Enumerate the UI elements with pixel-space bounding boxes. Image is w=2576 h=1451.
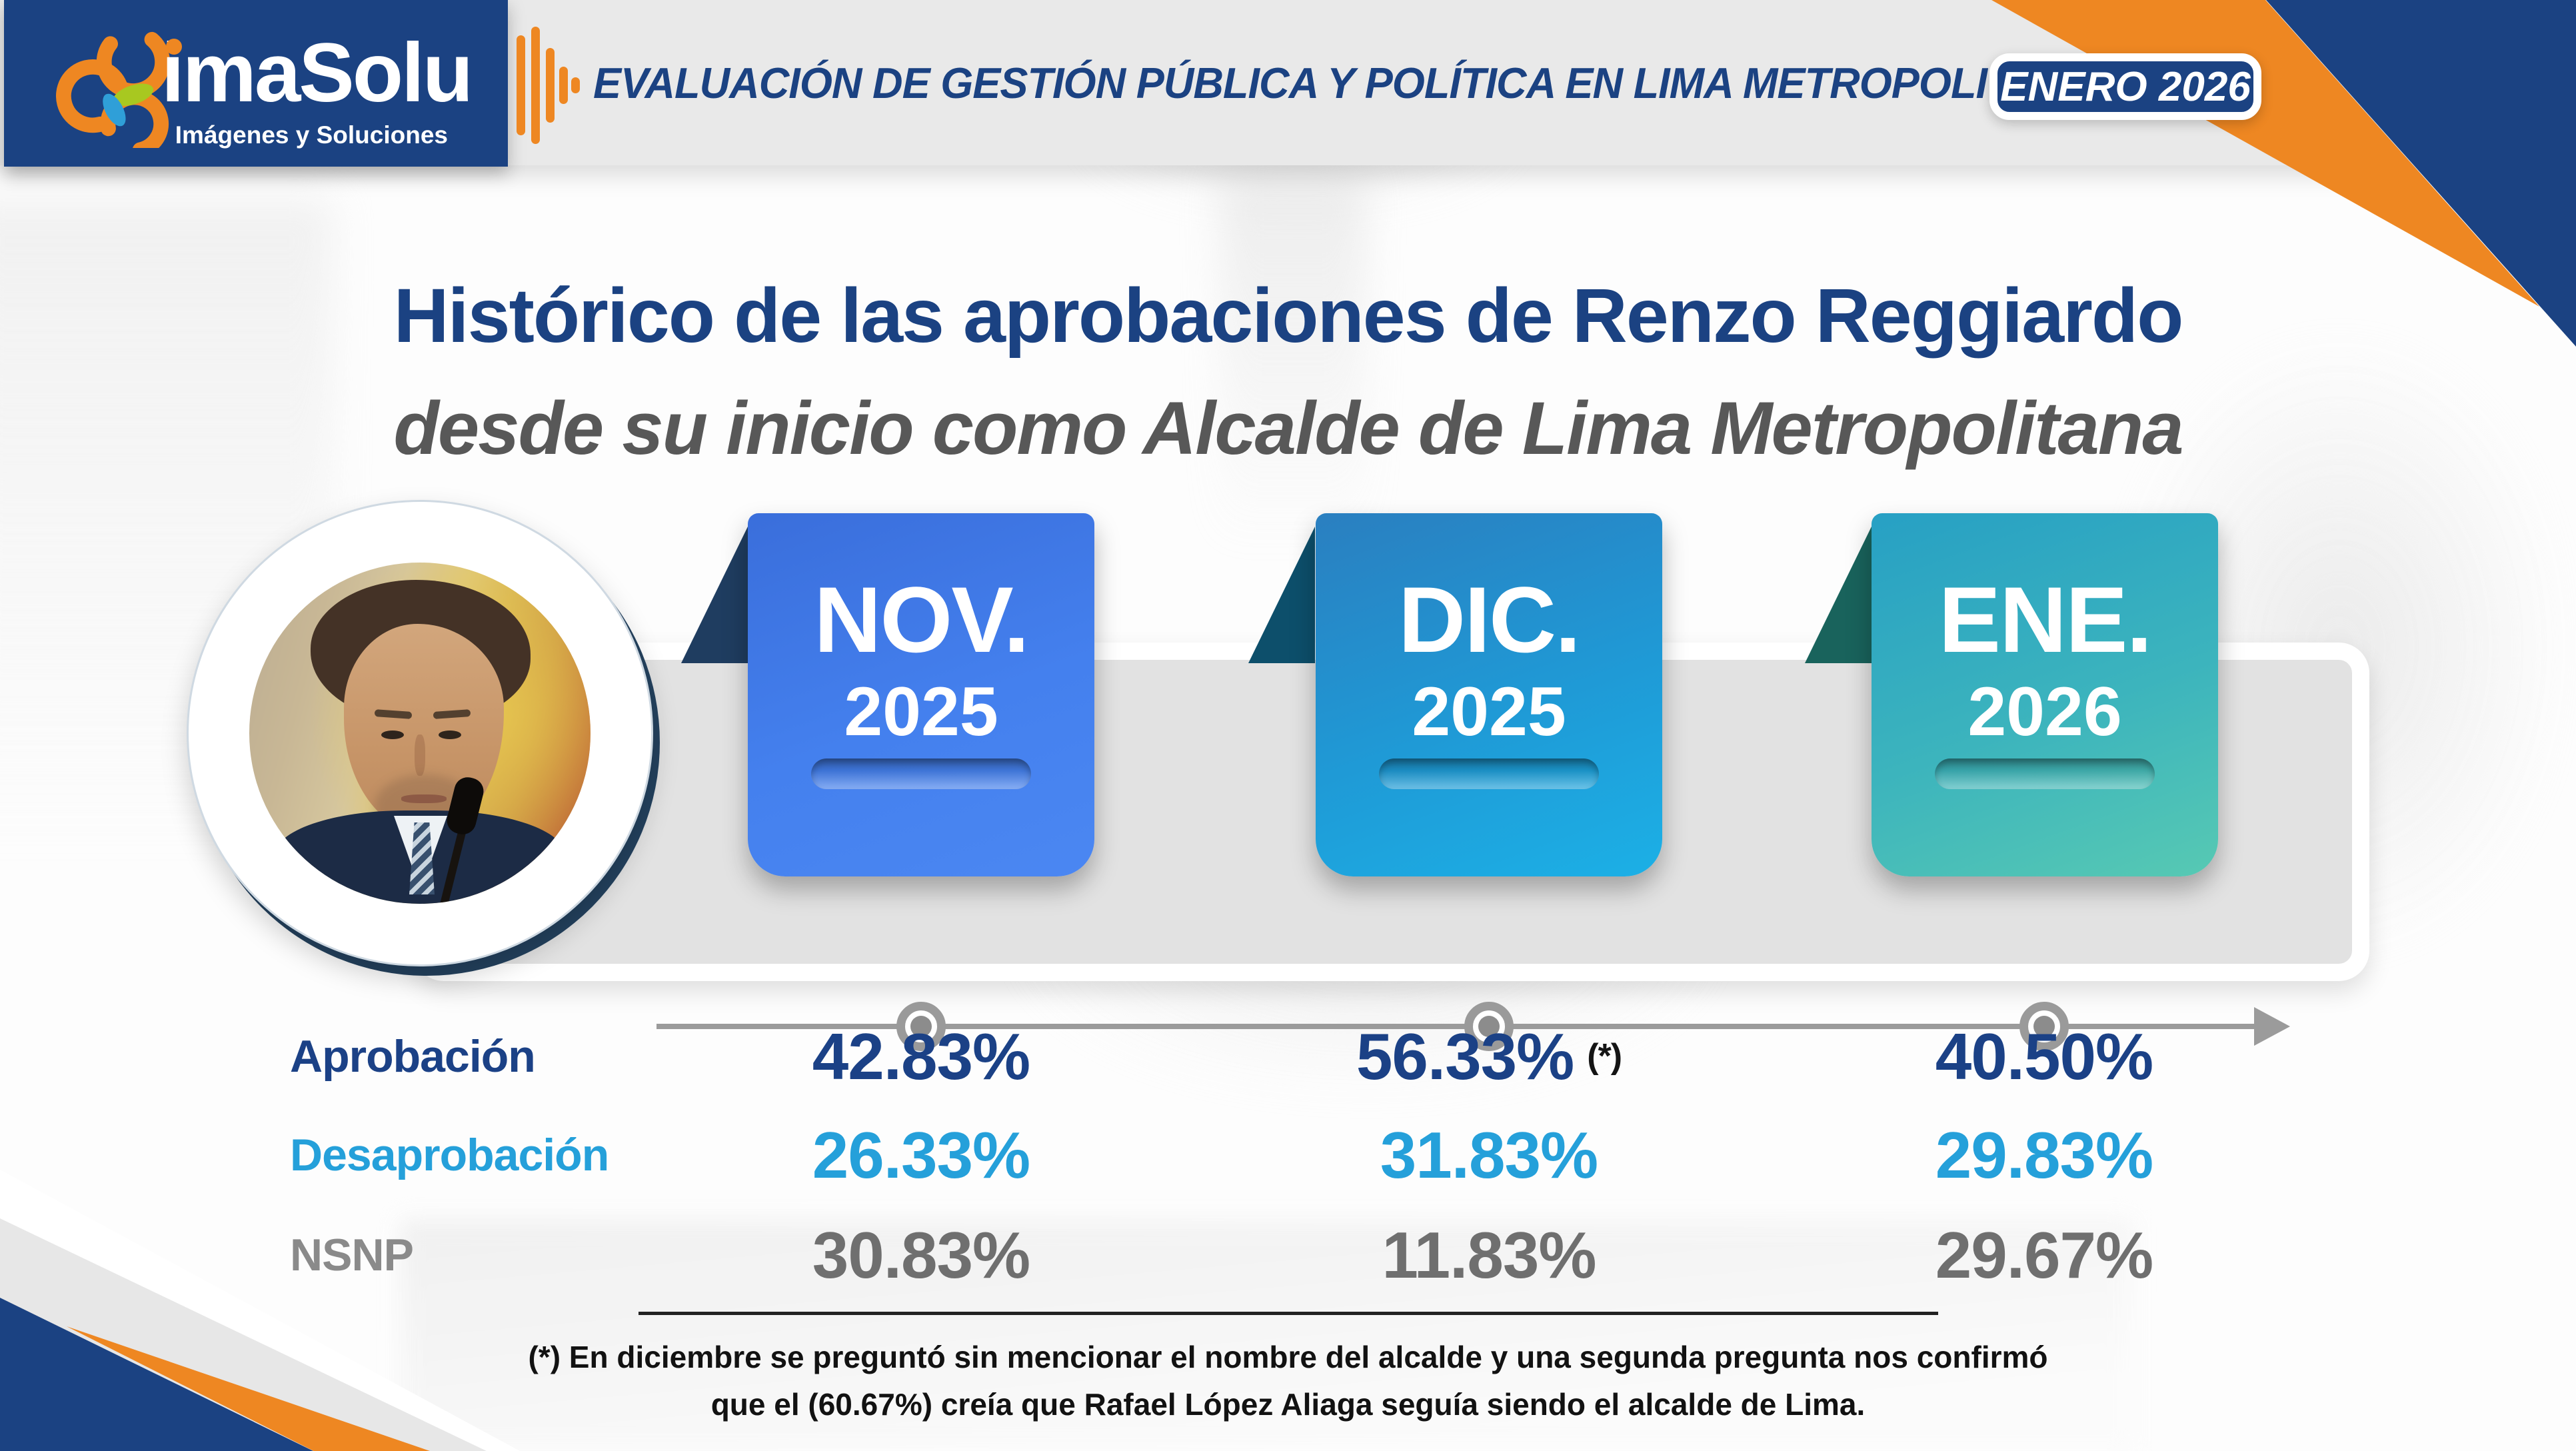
table-row-aprobacion: Aprobación 42.83% 56.33% (*) 40.50% bbox=[0, 1013, 2576, 1100]
value-nsnp-ene: 29.67% bbox=[1935, 1218, 2153, 1292]
page-title-line1: Histórico de las aprobaciones de Renzo R… bbox=[393, 273, 2184, 359]
value-aprobacion-ene: 40.50% bbox=[1935, 1019, 2153, 1093]
card-slot-decoration bbox=[1379, 758, 1599, 789]
table-row-nsnp: NSNP 30.83% 11.83% 29.67% bbox=[0, 1212, 2576, 1298]
mayor-portrait-photo bbox=[249, 563, 591, 904]
ribbon-fold-nov bbox=[681, 527, 748, 663]
footnote: (*) En diciembre se preguntó sin mencion… bbox=[389, 1312, 2188, 1429]
brand-i-dot bbox=[166, 39, 182, 55]
row-label: NSNP bbox=[290, 1230, 414, 1280]
brand-name: imaSolu bbox=[161, 27, 473, 119]
corner-accent-bottom-left-orange bbox=[67, 1326, 430, 1451]
ribbon-fold-ene bbox=[1805, 527, 1872, 663]
month-card-nov-2025: NOV. 2025 bbox=[748, 513, 1094, 876]
value-nsnp-nov: 30.83% bbox=[812, 1218, 1030, 1292]
footnote-marker: (*) bbox=[1587, 1037, 1622, 1076]
brand-tagline: Imágenes y Soluciones bbox=[175, 121, 448, 149]
footnote-divider bbox=[638, 1312, 1938, 1315]
month-year: 2025 bbox=[844, 673, 998, 750]
row-label: Aprobación bbox=[290, 1031, 536, 1082]
table-row-desaprobacion: Desaprobación 26.33% 31.83% 29.83% bbox=[0, 1112, 2576, 1198]
month-abbr: ENE. bbox=[1938, 567, 2153, 672]
logo-box: imaSolu Imágenes y Soluciones bbox=[4, 0, 508, 167]
period-badge-label: ENERO 2026 bbox=[2000, 63, 2251, 110]
month-abbr: NOV. bbox=[814, 567, 1029, 672]
page-title-line2: desde su inicio como Alcalde de Lima Met… bbox=[393, 387, 2184, 470]
value-desaprobacion-dic: 31.83% bbox=[1380, 1118, 1598, 1192]
imasolu-rings-icon bbox=[56, 25, 170, 148]
row-label: Desaprobación bbox=[290, 1130, 609, 1180]
value-aprobacion-nov: 42.83% bbox=[812, 1019, 1030, 1093]
card-slot-decoration bbox=[811, 758, 1031, 789]
corner-accent-bottom-left-blue bbox=[0, 1298, 313, 1451]
month-year: 2025 bbox=[1412, 673, 1566, 750]
month-card-ene-2026: ENE. 2026 bbox=[1872, 513, 2218, 876]
month-abbr: DIC. bbox=[1398, 567, 1581, 672]
ribbon-fold-dic bbox=[1248, 527, 1315, 663]
background-photo-ghost bbox=[1220, 173, 1366, 547]
value-nsnp-dic: 11.83% bbox=[1382, 1218, 1597, 1292]
month-year: 2026 bbox=[1967, 673, 2122, 750]
period-badge: ENERO 2026 bbox=[1989, 53, 2261, 120]
footnote-line2: que el (60.67%) creía que Rafael López A… bbox=[710, 1387, 1866, 1422]
footnote-line1: (*) En diciembre se preguntó sin mencion… bbox=[528, 1340, 2048, 1374]
value-aprobacion-dic: 56.33% (*) bbox=[1356, 1019, 1622, 1093]
value-desaprobacion-ene: 29.83% bbox=[1935, 1118, 2153, 1192]
value-desaprobacion-nov: 26.33% bbox=[812, 1118, 1030, 1192]
sound-wave-icon bbox=[517, 27, 580, 144]
header-title: EVALUACIÓN DE GESTIÓN PÚBLICA Y POLÍTICA… bbox=[593, 58, 2121, 107]
timeline-arrow-icon bbox=[2254, 1007, 2290, 1046]
card-slot-decoration bbox=[1935, 758, 2155, 789]
timeline-line bbox=[656, 1024, 2256, 1029]
month-card-dic-2025: DIC. 2025 bbox=[1316, 513, 1662, 876]
